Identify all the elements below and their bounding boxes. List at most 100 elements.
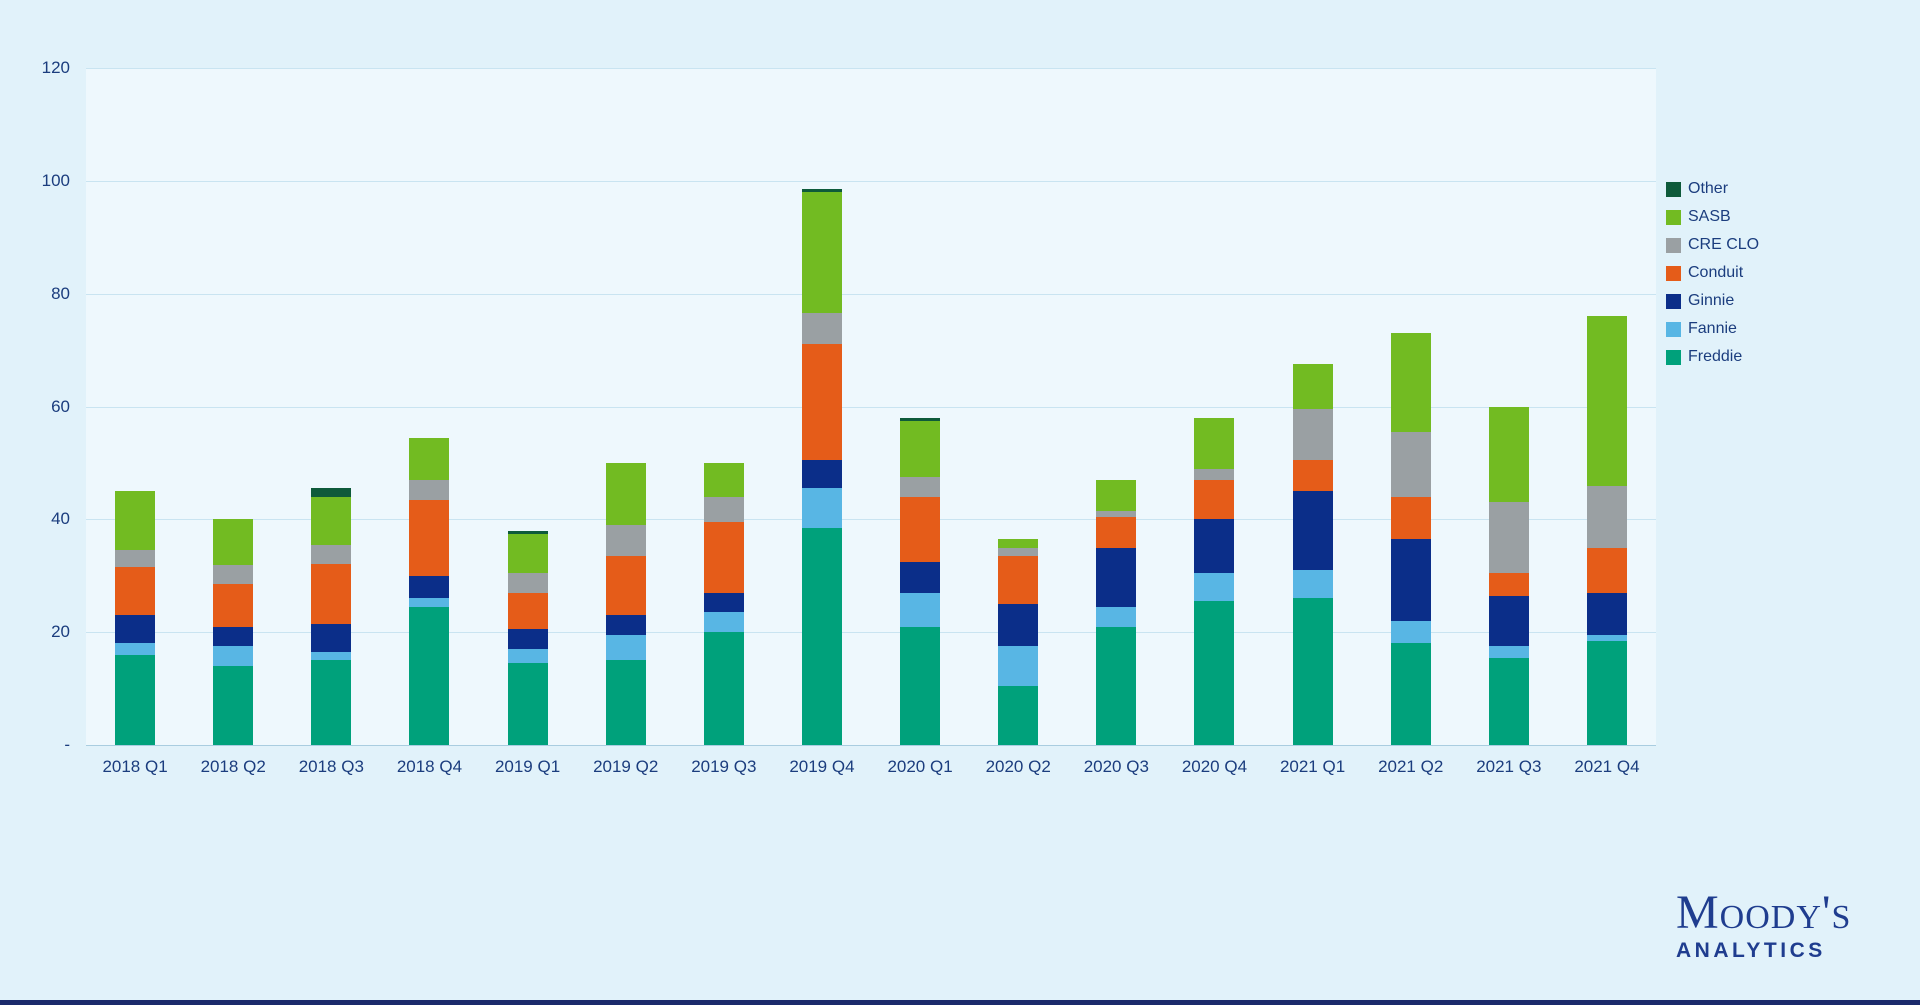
bar-slot-2020-q2: 2020 Q2 [969, 68, 1067, 776]
bar-segment-fannie [998, 646, 1039, 686]
bar-segment-conduit [1586, 547, 1627, 593]
bar-segment-conduit [1488, 572, 1529, 596]
bar-segment-other [507, 530, 548, 534]
bar-segment-cre-clo [115, 550, 156, 568]
bar-segment-ginnie [1586, 592, 1627, 635]
stacked-bar [801, 189, 842, 745]
bar-segment-sasb [311, 496, 352, 545]
stacked-bar [311, 488, 352, 745]
bar-segment-freddie [1292, 598, 1333, 745]
legend-item-cre-clo: CRE CLO [1666, 236, 1759, 254]
bar-segment-freddie [703, 632, 744, 745]
x-axis-tick-label: 2019 Q4 [789, 757, 855, 776]
stacked-bar [703, 462, 744, 745]
bar-segment-freddie [1096, 626, 1137, 745]
bar-segment-conduit [115, 567, 156, 616]
chart-legend: Other SASB CRE CLO Conduit Ginnie Fannie Fredd… [1666, 180, 1759, 366]
bar-segment-sasb [1194, 417, 1235, 469]
x-axis-tick-label: 2018 Q3 [298, 757, 364, 776]
bar-segment-ginnie [1194, 519, 1235, 573]
bar-segment-conduit [507, 592, 548, 630]
bar-segment-cre-clo [409, 479, 450, 500]
bars-container: 2018 Q1 2018 Q2 2018 Q3 2018 Q4 2019 Q1 2019 … [86, 68, 1656, 776]
bar-segment-fannie [409, 598, 450, 607]
bar-segment-freddie [900, 626, 941, 745]
x-axis-tick-label: 2021 Q3 [1476, 757, 1542, 776]
bar-segment-cre-clo [213, 564, 254, 585]
stacked-bar [1292, 364, 1333, 745]
legend-swatch-other [1666, 181, 1681, 197]
bar-segment-ginnie [1096, 547, 1137, 607]
y-axis-tick-label: 100 [41, 170, 70, 190]
stacked-bar [998, 539, 1039, 745]
legend-swatch-cre-clo [1666, 237, 1681, 253]
bar-segment-conduit [998, 556, 1039, 604]
x-axis-tick-label: 2021 Q1 [1279, 757, 1346, 776]
bar-slot-2019-q1: 2019 Q1 [479, 68, 577, 776]
bar-segment-freddie [1194, 601, 1235, 745]
gridline-20 [86, 632, 1656, 634]
bar-segment-fannie [213, 646, 254, 667]
bar-segment-sasb [1096, 479, 1137, 511]
bar-segment-sasb [409, 437, 450, 480]
stacked-bar [1488, 406, 1529, 745]
legend-label: Fannie [1688, 320, 1737, 337]
bar-segment-cre-clo [311, 544, 352, 565]
gridline-60 [86, 406, 1656, 408]
y-axis-tick-label: 40 [51, 509, 70, 529]
gridline-120 [86, 68, 1656, 69]
bar-segment-freddie [605, 660, 646, 745]
x-axis-tick-label: 2019 Q1 [494, 757, 561, 776]
bar-slot-2019-q3: 2019 Q3 [675, 68, 773, 776]
bar-segment-cre-clo [1194, 468, 1235, 480]
legend-swatch-sasb [1666, 209, 1681, 225]
bar-segment-freddie [801, 527, 842, 745]
bar-segment-cre-clo [605, 525, 646, 557]
bar-slot-2018-q1: 2018 Q1 [86, 68, 184, 776]
bar-segment-other [311, 488, 352, 497]
bar-segment-cre-clo [998, 547, 1039, 557]
gridline-100 [86, 180, 1656, 182]
legend-item-freddie: Freddie [1666, 348, 1759, 366]
bar-segment-cre-clo [900, 477, 941, 497]
legend-label: CRE CLO [1688, 236, 1760, 253]
bar-segment-ginnie [1390, 539, 1431, 621]
legend-swatch-freddie [1666, 349, 1681, 365]
bar-segment-cre-clo [1292, 409, 1333, 461]
x-axis-tick-label: 2021 Q4 [1574, 757, 1640, 776]
legend-item-other: Other [1666, 180, 1759, 198]
bar-segment-conduit [311, 564, 352, 624]
bar-segment-conduit [213, 584, 254, 627]
legend-label: Other [1688, 180, 1729, 197]
bar-segment-sasb [801, 192, 842, 314]
bar-segment-fannie [703, 612, 744, 633]
bar-segment-sasb [703, 462, 744, 497]
bar-segment-ginnie [409, 575, 450, 599]
bar-segment-conduit [703, 522, 744, 593]
bar-segment-fannie [1488, 646, 1529, 658]
bar-segment-conduit [605, 556, 646, 616]
stacked-bar [507, 530, 548, 745]
gridline-40 [86, 519, 1656, 521]
legend-item-fannie: Fannie [1666, 320, 1759, 338]
stacked-bar [605, 462, 646, 745]
x-axis-tick-label: 2020 Q4 [1181, 757, 1248, 776]
bar-segment-conduit [409, 499, 450, 576]
bar-segment-sasb [605, 462, 646, 526]
bar-segment-fannie [801, 488, 842, 528]
bottom-divider [0, 1000, 1920, 1005]
bar-segment-sasb [1488, 406, 1529, 503]
stacked-bar [900, 417, 941, 745]
moodys-logo-analytics: ANALYTICS [1676, 939, 1826, 962]
bar-slot-2018-q3: 2018 Q3 [282, 68, 380, 776]
x-axis-tick-label: 2018 Q1 [102, 757, 168, 776]
bar-segment-sasb [115, 491, 156, 551]
stacked-bar [213, 519, 254, 745]
bar-segment-cre-clo [703, 496, 744, 523]
bar-segment-fannie [1194, 572, 1235, 602]
bar-segment-freddie [1586, 640, 1627, 745]
x-axis-tick-label: 2020 Q1 [887, 757, 953, 776]
legend-swatch-ginnie [1666, 293, 1681, 309]
y-axis-tick-label: 80 [51, 283, 70, 303]
bar-segment-other [900, 417, 941, 421]
